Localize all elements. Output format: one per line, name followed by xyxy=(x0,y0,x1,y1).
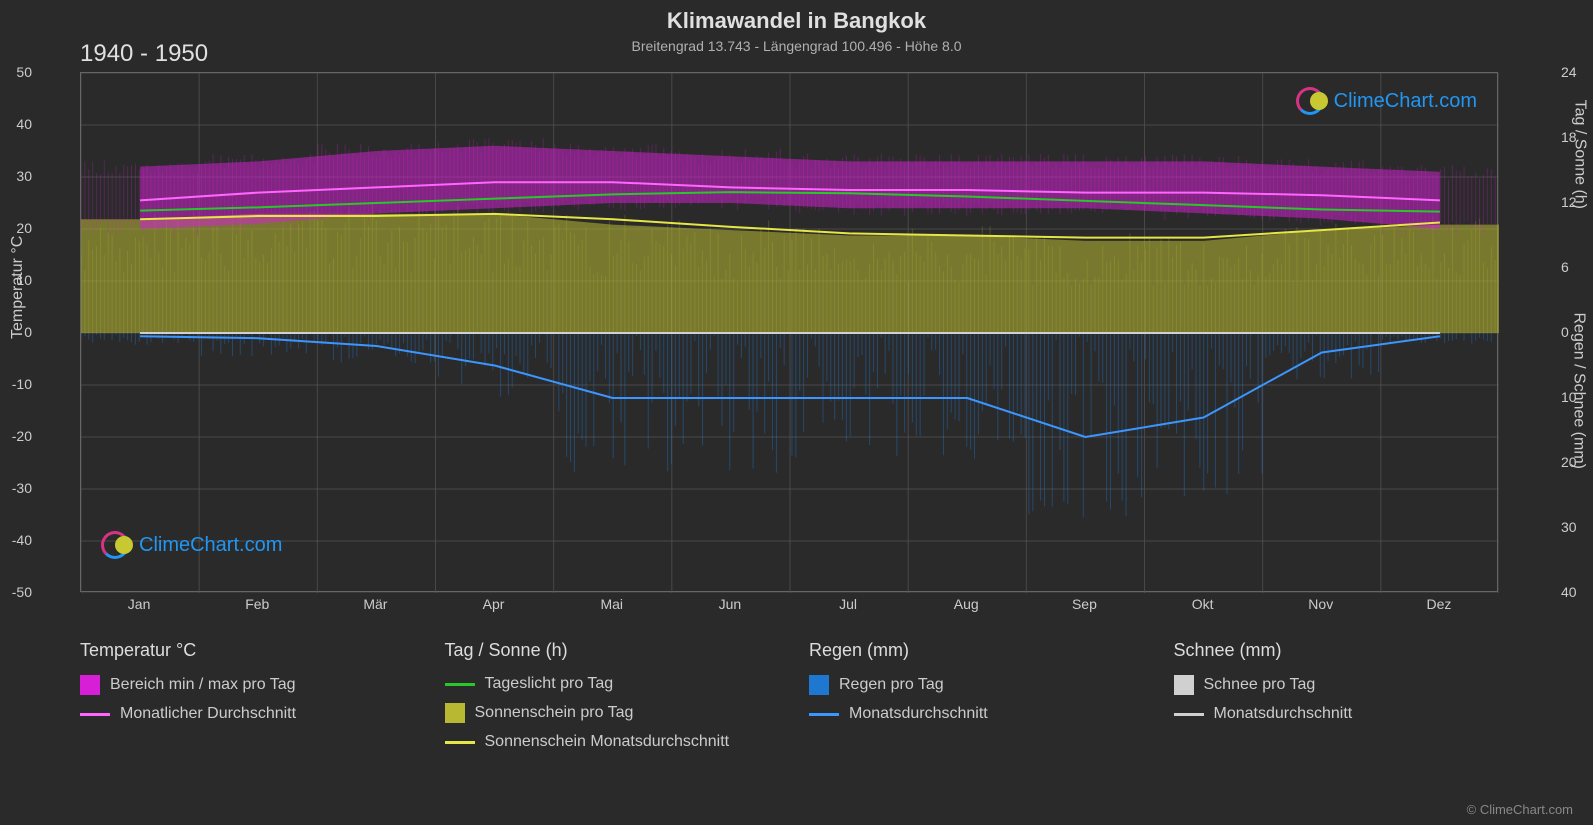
legend-label: Bereich min / max pro Tag xyxy=(110,676,296,694)
legend-item: Schnee pro Tag xyxy=(1174,675,1499,695)
period-label: 1940 - 1950 xyxy=(80,40,208,68)
y-left-tick: -40 xyxy=(0,532,32,548)
legend-label: Regen pro Tag xyxy=(839,676,944,694)
y-left-tick: 20 xyxy=(0,220,32,236)
y-left-tick: -30 xyxy=(0,480,32,496)
legend-label: Sonnenschein Monatsdurchschnitt xyxy=(485,733,730,751)
brand-logo-icon xyxy=(101,529,133,561)
x-tick: Dez xyxy=(1426,596,1451,612)
watermark-top: ClimeChart.com xyxy=(1296,85,1477,117)
legend-item: Tageslicht pro Tag xyxy=(445,675,770,693)
legend-item: Monatlicher Durchschnitt xyxy=(80,705,405,723)
y-right-tick: 24 xyxy=(1561,64,1593,80)
brand-logo-icon xyxy=(1296,85,1328,117)
x-tick: Jan xyxy=(128,596,151,612)
y-left-tick: 30 xyxy=(0,168,32,184)
legend-swatch xyxy=(80,713,110,716)
legend-header: Regen (mm) xyxy=(809,640,1134,661)
legend-column: Tag / Sonne (h) Tageslicht pro Tag Sonnens… xyxy=(445,640,770,761)
copyright-text: © ClimeChart.com xyxy=(1467,802,1573,817)
legend-header: Schnee (mm) xyxy=(1174,640,1499,661)
y-axis-right-top-label: Tag / Sonne (h) xyxy=(1570,100,1588,209)
y-right-tick: 40 xyxy=(1561,584,1593,600)
legend-header: Tag / Sonne (h) xyxy=(445,640,770,661)
chart-subtitle: Breitengrad 13.743 - Längengrad 100.496 … xyxy=(0,34,1593,54)
y-axis-right-bottom-label: Regen / Schnee (mm) xyxy=(1570,312,1588,469)
legend-item: Regen pro Tag xyxy=(809,675,1134,695)
brand-text: ClimeChart.com xyxy=(139,534,282,557)
x-tick: Mai xyxy=(600,596,623,612)
y-right-tick: 30 xyxy=(1561,519,1593,535)
legend-swatch xyxy=(1174,675,1194,695)
legend: Temperatur °C Bereich min / max pro Tag Mo… xyxy=(80,640,1498,761)
legend-swatch xyxy=(809,713,839,716)
y-left-tick: 40 xyxy=(0,116,32,132)
x-axis: Jan Feb Mär Apr Mai Jun Jul Aug Sep Okt Nov Dez xyxy=(80,596,1498,620)
legend-swatch xyxy=(809,675,829,695)
chart-title: Klimawandel in Bangkok xyxy=(0,0,1593,34)
x-tick: Mär xyxy=(363,596,387,612)
legend-item: Sonnenschein Monatsdurchschnitt xyxy=(445,733,770,751)
x-tick: Jun xyxy=(719,596,742,612)
legend-item: Monatsdurchschnitt xyxy=(1174,705,1499,723)
y-right-tick: 6 xyxy=(1561,259,1593,275)
x-tick: Feb xyxy=(245,596,269,612)
legend-label: Tageslicht pro Tag xyxy=(485,675,614,693)
x-tick: Aug xyxy=(954,596,979,612)
legend-header: Temperatur °C xyxy=(80,640,405,661)
climate-chart: Klimawandel in Bangkok Breitengrad 13.74… xyxy=(0,0,1593,825)
legend-label: Monatsdurchschnitt xyxy=(1214,705,1353,723)
y-left-tick: 50 xyxy=(0,64,32,80)
legend-label: Monatlicher Durchschnitt xyxy=(120,705,296,723)
legend-swatch xyxy=(1174,713,1204,716)
x-tick: Okt xyxy=(1192,596,1214,612)
legend-column: Regen (mm) Regen pro Tag Monatsdurchschnit… xyxy=(809,640,1134,761)
legend-item: Sonnenschein pro Tag xyxy=(445,703,770,723)
legend-column: Schnee (mm) Schnee pro Tag Monatsdurchschn… xyxy=(1174,640,1499,761)
plot-area: ClimeChart.com ClimeChart.com xyxy=(80,72,1498,592)
legend-label: Sonnenschein pro Tag xyxy=(475,704,634,722)
y-left-tick: -50 xyxy=(0,584,32,600)
y-axis-left-label: Temperatur °C xyxy=(9,236,27,339)
legend-item: Bereich min / max pro Tag xyxy=(80,675,405,695)
brand-text: ClimeChart.com xyxy=(1334,90,1477,113)
legend-swatch xyxy=(445,683,475,686)
x-tick: Jul xyxy=(839,596,857,612)
x-tick: Sep xyxy=(1072,596,1097,612)
watermark-bottom: ClimeChart.com xyxy=(101,529,282,561)
legend-item: Monatsdurchschnitt xyxy=(809,705,1134,723)
legend-swatch xyxy=(445,741,475,744)
legend-swatch xyxy=(445,703,465,723)
y-left-tick: -20 xyxy=(0,428,32,444)
x-tick: Nov xyxy=(1308,596,1333,612)
y-left-tick: -10 xyxy=(0,376,32,392)
x-tick: Apr xyxy=(483,596,505,612)
legend-label: Monatsdurchschnitt xyxy=(849,705,988,723)
legend-column: Temperatur °C Bereich min / max pro Tag Mo… xyxy=(80,640,405,761)
legend-label: Schnee pro Tag xyxy=(1204,676,1316,694)
plot-svg xyxy=(81,73,1499,593)
legend-swatch xyxy=(80,675,100,695)
